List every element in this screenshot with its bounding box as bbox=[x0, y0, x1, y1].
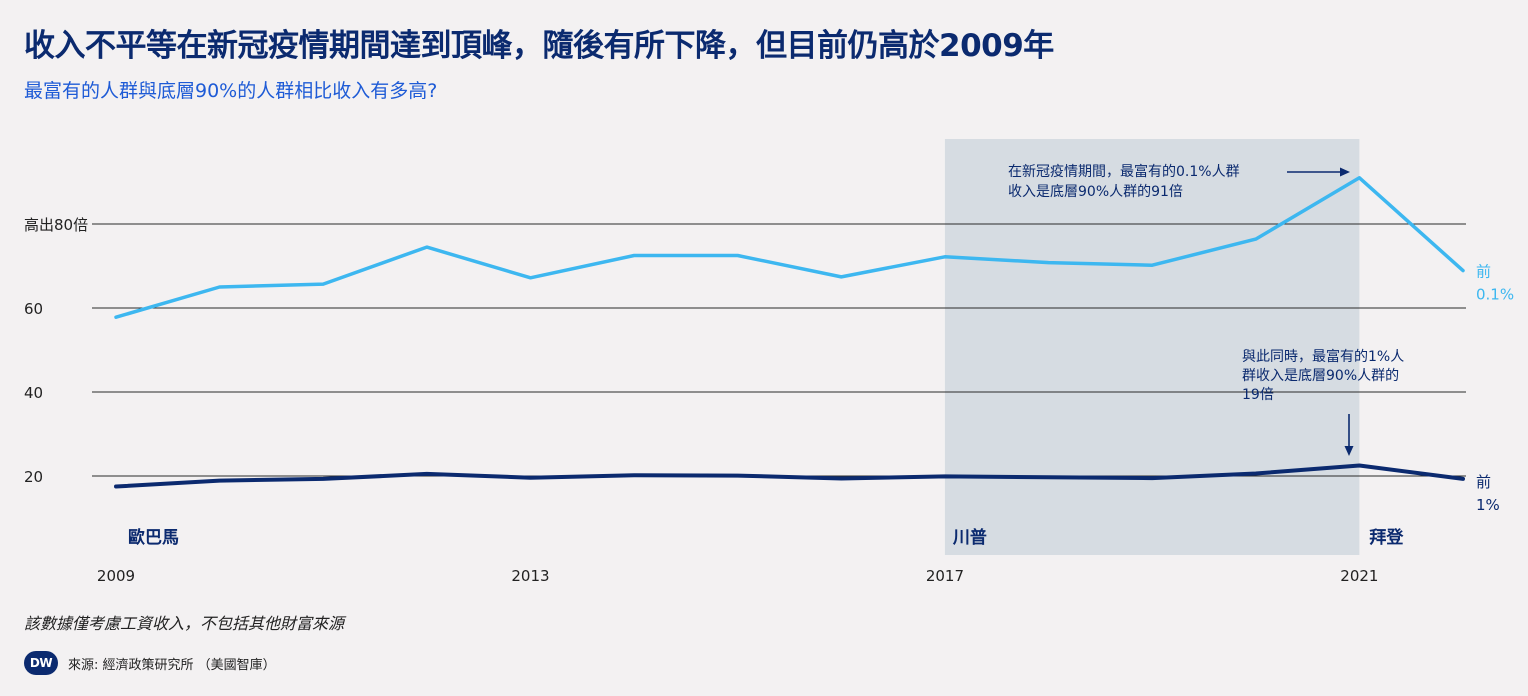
annotation-arrowhead bbox=[1340, 167, 1350, 177]
chart-subtitle: 最富有的人群與底層90%的人群相比收入有多高? bbox=[24, 80, 438, 102]
series-line-top1 bbox=[114, 463, 1465, 489]
series-label-top01: 0.1% bbox=[1476, 286, 1514, 304]
annotation-top1: 與此同時，最富有的1%人 bbox=[1242, 348, 1404, 365]
chart-title: 收入不平等在新冠疫情期間達到頂峰，隨後有所下降，但目前仍高於2009年 bbox=[24, 28, 1054, 64]
series-line-top01 bbox=[114, 176, 1465, 319]
president-label: 歐巴馬 bbox=[128, 527, 179, 548]
president-label: 川普 bbox=[952, 527, 987, 548]
y-tick-label: 60 bbox=[24, 300, 43, 318]
source-row: DW 來源: 經濟政策研究所 （美國智庫） bbox=[24, 650, 276, 676]
president-label: 拜登 bbox=[1369, 527, 1404, 548]
y-tick-label: 20 bbox=[24, 468, 43, 486]
y-tick-label: 40 bbox=[24, 384, 43, 402]
source-text: 來源: 經濟政策研究所 （美國智庫） bbox=[68, 657, 276, 673]
x-tick-label: 2021 bbox=[1340, 567, 1378, 585]
shaded-region bbox=[944, 139, 1360, 555]
y-tick-label: 高出80倍 bbox=[24, 216, 88, 234]
annotation-top1: 19倍 bbox=[1242, 387, 1274, 403]
annotation-top1: 群收入是底層90%人群的 bbox=[1242, 368, 1399, 384]
x-tick-label: 2009 bbox=[97, 567, 135, 585]
annotation-arrowhead bbox=[1344, 446, 1354, 456]
footnote: 該數據僅考慮工資收入，不包括其他財富來源 bbox=[24, 614, 345, 633]
dw-logo: DW bbox=[24, 651, 58, 675]
annotation-top01: 在新冠疫情期間，最富有的0.1%人群 bbox=[1008, 163, 1240, 180]
series-label-top1: 前 bbox=[1476, 473, 1491, 491]
series-label-top01: 前 bbox=[1476, 263, 1491, 281]
x-tick-label: 2013 bbox=[511, 567, 549, 585]
annotation-top01: 收入是底層90%人群的91倍 bbox=[1008, 184, 1183, 200]
series-label-top1: 1% bbox=[1476, 496, 1500, 514]
x-tick-label: 2017 bbox=[926, 567, 964, 585]
